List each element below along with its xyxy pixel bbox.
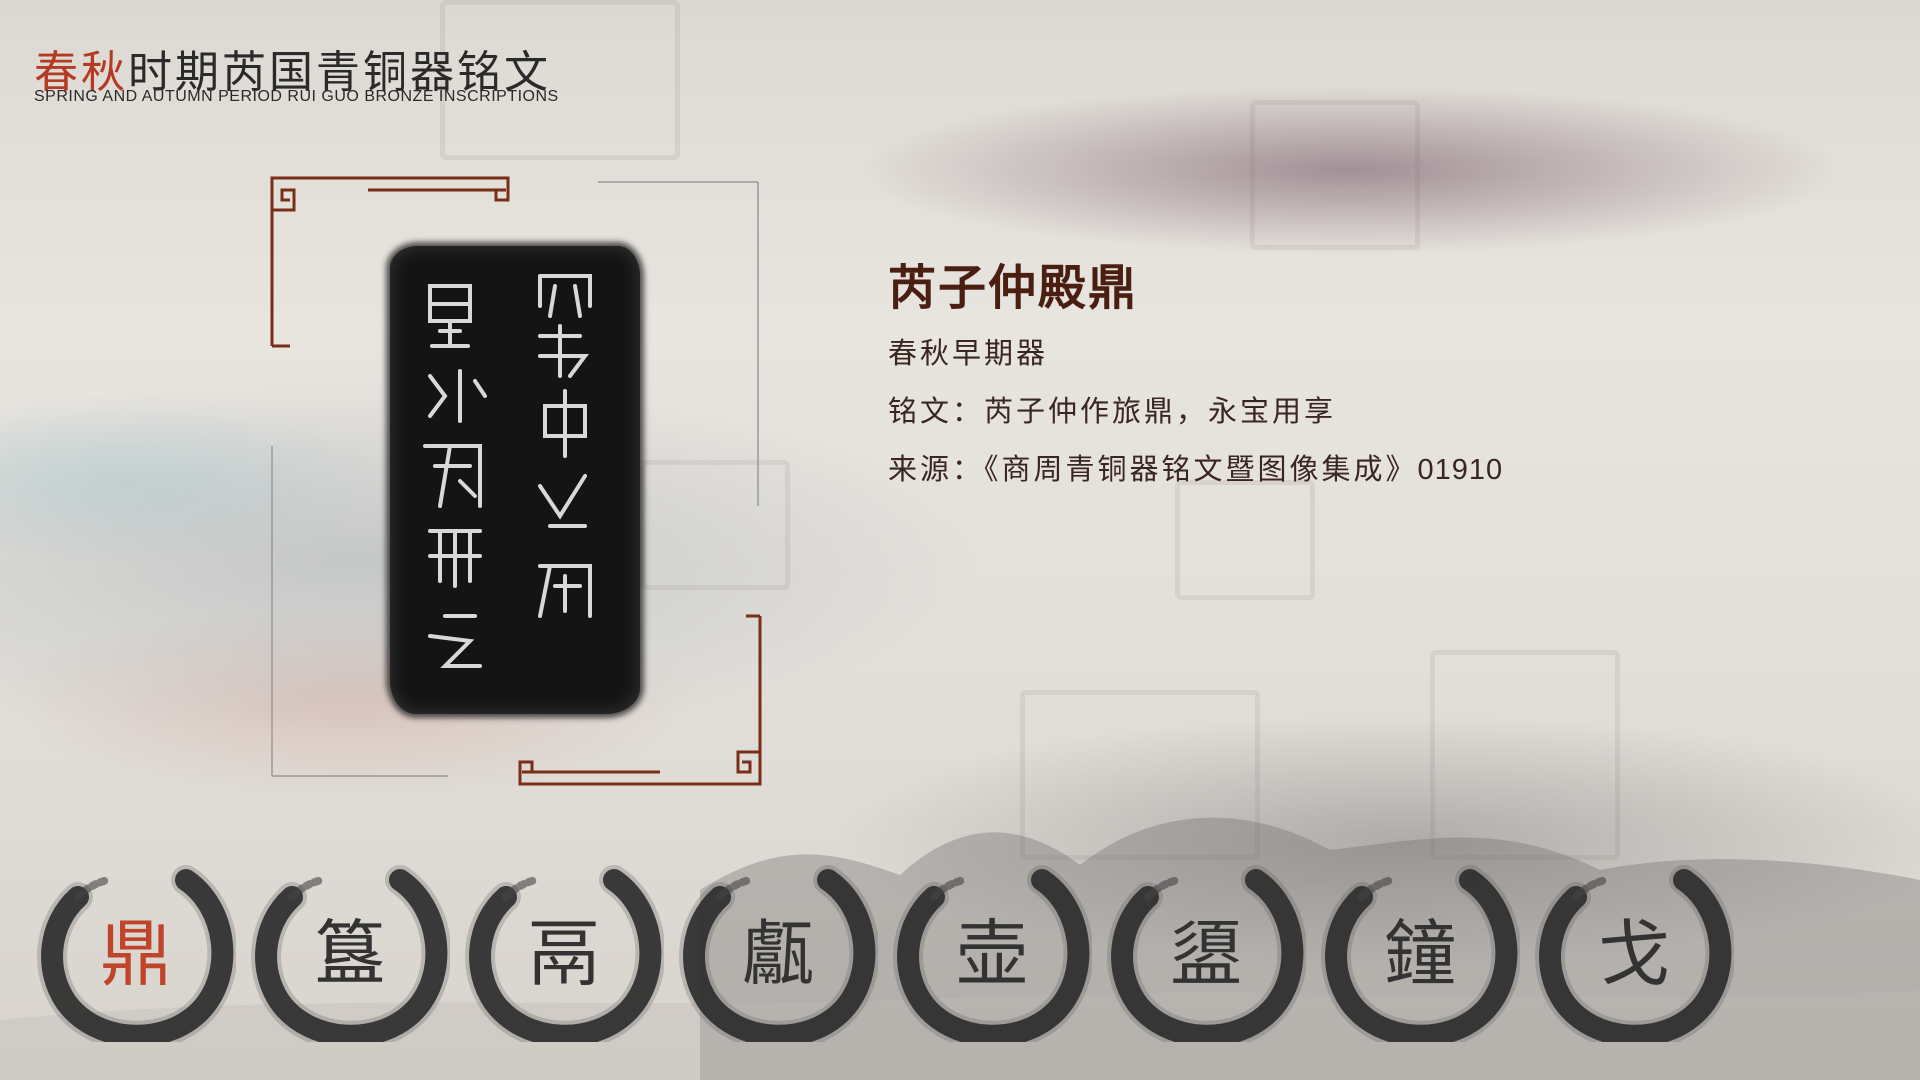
ink-circle-icon bbox=[1107, 865, 1306, 1042]
category-label: 鐘 bbox=[1383, 911, 1456, 996]
item-inscription: 铭文：芮子仲作旅鼎，永宝用享 bbox=[888, 388, 1336, 430]
ink-circle-icon bbox=[1535, 865, 1734, 1042]
category-label: 簋 bbox=[313, 911, 386, 996]
category-label: 甗 bbox=[741, 911, 814, 996]
page-title: 春秋时期芮国青铜器铭文 bbox=[34, 36, 551, 100]
category-button[interactable]: 甗 bbox=[678, 852, 878, 1042]
source-label: 来源： bbox=[888, 452, 985, 486]
title-highlight: 春秋 bbox=[34, 47, 128, 98]
ink-circle-icon bbox=[893, 865, 1092, 1042]
title-text: 时期芮国青铜器铭文 bbox=[128, 47, 551, 98]
category-button[interactable]: 鐘 bbox=[1320, 852, 1520, 1042]
ink-circle-icon bbox=[251, 865, 450, 1042]
item-source: 来源：《商周青铜器铭文暨图像集成》01910 bbox=[888, 446, 1503, 488]
category-button[interactable]: 壶 bbox=[892, 852, 1092, 1042]
ink-circle-icon bbox=[679, 865, 878, 1042]
inscription-text: 芮子仲作旅鼎，永宝用享 bbox=[984, 394, 1337, 428]
seal-decoration bbox=[1020, 690, 1260, 860]
item-period: 春秋早期器 bbox=[888, 336, 1049, 370]
seal-decoration bbox=[440, 0, 680, 160]
item-name: 芮子仲殿鼎 bbox=[888, 260, 1139, 316]
category-button[interactable]: 簋 bbox=[250, 852, 450, 1042]
seal-decoration bbox=[640, 460, 790, 590]
inscription-rubbing-image bbox=[390, 246, 640, 714]
seal-decoration bbox=[1250, 100, 1420, 250]
category-button[interactable]: 戈 bbox=[1534, 852, 1734, 1042]
image-frame bbox=[268, 176, 768, 786]
category-label: 壶 bbox=[955, 911, 1028, 996]
category-label: 鬲 bbox=[527, 911, 600, 996]
category-label: 盨 bbox=[1169, 911, 1242, 996]
source-number: 01910 bbox=[1417, 454, 1504, 486]
category-button[interactable]: 鬲 bbox=[464, 852, 664, 1042]
ink-circle-icon bbox=[1321, 865, 1520, 1042]
category-label: 鼎 bbox=[99, 911, 172, 996]
category-button[interactable]: 盨 bbox=[1106, 852, 1306, 1042]
seal-decoration bbox=[1175, 480, 1315, 600]
category-label: 戈 bbox=[1597, 911, 1670, 996]
ink-circle-icon bbox=[465, 865, 664, 1042]
page-subtitle: SPRING AND AUTUMN PERIOD RUI GUO BRONZE … bbox=[34, 88, 559, 105]
source-text: 《商周青铜器铭文暨图像集成》 bbox=[984, 452, 1418, 486]
inscription-label: 铭文： bbox=[888, 394, 985, 428]
seal-decoration bbox=[1430, 650, 1620, 860]
ink-circle-icon bbox=[37, 865, 236, 1042]
category-button[interactable]: 鼎 bbox=[36, 852, 236, 1042]
